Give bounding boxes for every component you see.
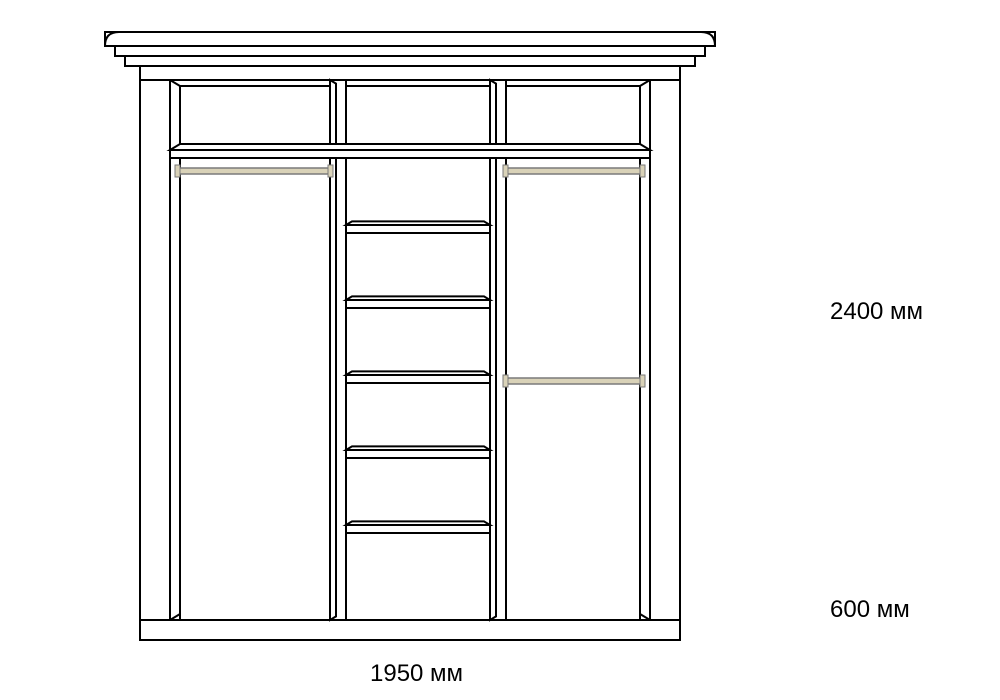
diagram-stage: 2400 мм 600 мм 1950 мм [0, 0, 1000, 700]
dimension-depth-label: 600 мм [830, 596, 910, 624]
dimension-width-label: 1950 мм [370, 660, 463, 688]
wardrobe-drawing [0, 0, 1000, 700]
dimension-height-label: 2400 мм [830, 298, 923, 326]
